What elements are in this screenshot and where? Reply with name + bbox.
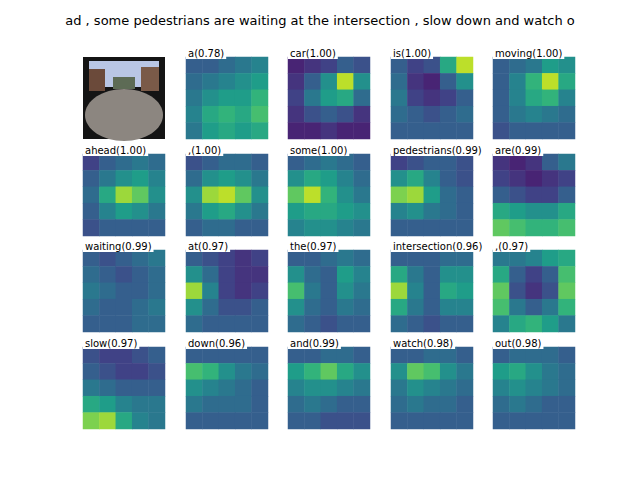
svg-text:moving(1.00): moving(1.00) xyxy=(495,48,562,59)
svg-text:out(0.98): out(0.98) xyxy=(495,338,542,349)
svg-text:car(1.00): car(1.00) xyxy=(290,48,336,59)
svg-text:ad , some pedestrians are wait: ad , some pedestrians are waiting at the… xyxy=(65,13,575,28)
svg-text:are(0.99): are(0.99) xyxy=(495,145,541,156)
svg-text:some(1.00): some(1.00) xyxy=(290,145,347,156)
svg-text:slow(0.97): slow(0.97) xyxy=(85,338,137,349)
svg-text:intersection(0.96): intersection(0.96) xyxy=(393,241,482,252)
svg-text:the(0.97): the(0.97) xyxy=(290,241,337,252)
svg-text:,(0.97): ,(0.97) xyxy=(495,241,528,252)
svg-text:watch(0.98): watch(0.98) xyxy=(393,338,453,349)
svg-text:a(0.78): a(0.78) xyxy=(188,48,224,59)
svg-text:at(0.97): at(0.97) xyxy=(188,241,228,252)
svg-text:and(0.99): and(0.99) xyxy=(290,338,339,349)
svg-text:ahead(1.00): ahead(1.00) xyxy=(85,145,146,156)
svg-text:down(0.96): down(0.96) xyxy=(188,338,245,349)
svg-text:,(1.00): ,(1.00) xyxy=(188,145,221,156)
svg-text:is(1.00): is(1.00) xyxy=(393,48,431,59)
svg-text:pedestrians(0.99): pedestrians(0.99) xyxy=(393,145,482,156)
svg-text:waiting(0.99): waiting(0.99) xyxy=(85,241,152,252)
